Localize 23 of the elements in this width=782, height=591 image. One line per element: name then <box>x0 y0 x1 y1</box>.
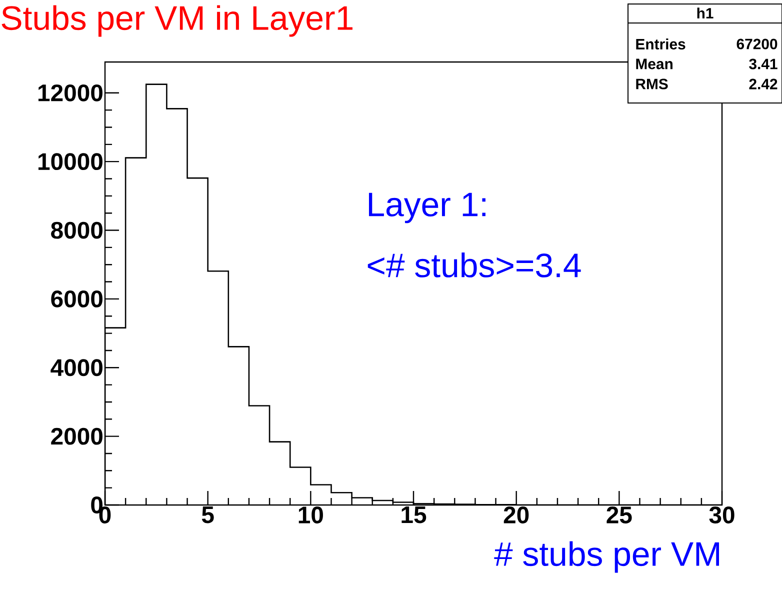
annotation: <# stubs>=3.4 <box>368 252 581 278</box>
y-tick-label: 6000 <box>51 290 102 308</box>
annotation: Layer 1: <box>368 192 486 224</box>
text: h1 <box>697 8 714 18</box>
y-tick-label: 4000 <box>50 359 102 376</box>
y-tick-label: 8000 <box>51 222 102 239</box>
y-tick-label: 10000 <box>38 153 102 170</box>
x-tick-label: 10 <box>298 506 323 524</box>
x-axis-title: # stubs per VM <box>494 541 719 573</box>
x-tick-label: 30 <box>709 506 734 524</box>
text: Entries <box>636 38 686 50</box>
text: 2.42 <box>749 78 778 90</box>
y-tick-label: 2000 <box>51 428 102 445</box>
x-tick-label: 25 <box>606 506 632 524</box>
chart-title: Stubs per VM in Layer1 <box>2 5 352 37</box>
x-tick-label: 20 <box>504 506 529 524</box>
text: 67200 <box>736 38 778 50</box>
x-tick-label: 5 <box>202 506 214 524</box>
annotation: Mean <box>636 58 672 70</box>
x-tick-label: 15 <box>402 506 426 524</box>
annotation: RMS <box>636 78 668 90</box>
y-tick-label: 12000 <box>38 84 102 102</box>
text: 3.41 <box>749 58 778 70</box>
